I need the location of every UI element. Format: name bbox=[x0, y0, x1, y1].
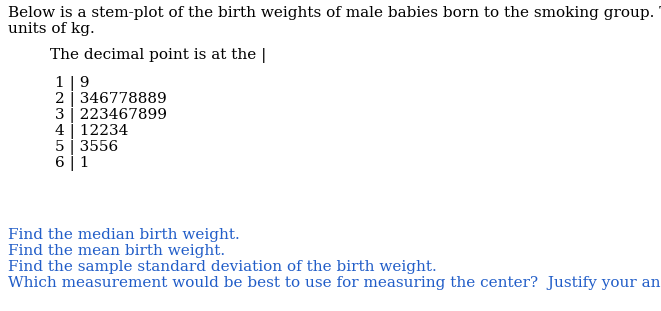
Text: Find the median birth weight.: Find the median birth weight. bbox=[8, 228, 240, 242]
Text: The decimal point is at the |: The decimal point is at the | bbox=[50, 48, 266, 63]
Text: 3 | 223467899: 3 | 223467899 bbox=[55, 108, 167, 123]
Text: Find the mean birth weight.: Find the mean birth weight. bbox=[8, 244, 225, 258]
Text: 4 | 12234: 4 | 12234 bbox=[55, 124, 128, 139]
Text: units of kg.: units of kg. bbox=[8, 22, 95, 36]
Text: Which measurement would be best to use for measuring the center?  Justify your a: Which measurement would be best to use f… bbox=[8, 276, 661, 290]
Text: 1 | 9: 1 | 9 bbox=[55, 76, 89, 91]
Text: 6 | 1: 6 | 1 bbox=[55, 156, 89, 171]
Text: Find the sample standard deviation of the birth weight.: Find the sample standard deviation of th… bbox=[8, 260, 437, 274]
Text: 2 | 346778889: 2 | 346778889 bbox=[55, 92, 167, 107]
Text: Below is a stem-plot of the birth weights of male babies born to the smoking gro: Below is a stem-plot of the birth weight… bbox=[8, 6, 661, 20]
Text: 5 | 3556: 5 | 3556 bbox=[55, 140, 118, 155]
